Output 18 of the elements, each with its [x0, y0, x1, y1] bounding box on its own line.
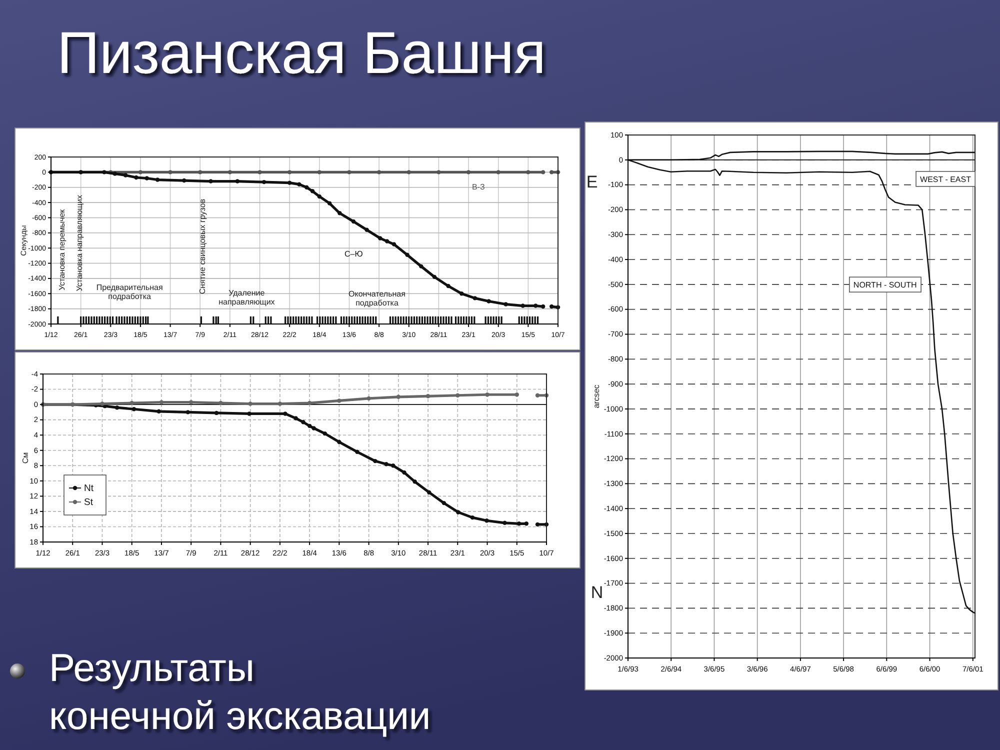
text: Результаты конечной экскавации: [49, 647, 431, 738]
annotation: Окончательная подработка: [348, 289, 406, 308]
text: WEST - EAST: [920, 174, 972, 184]
annotation: Снятие свинцовых грузов: [198, 198, 207, 294]
series-label: В-З: [472, 182, 485, 192]
annotation: Установка направляющих: [74, 195, 84, 292]
annotation: Установка перемычек: [57, 208, 66, 290]
legend-label: Nt: [84, 482, 94, 494]
text: N: [590, 582, 604, 602]
chart-title: Пизанская Башня: [57, 20, 546, 86]
y-axis-title: См: [20, 452, 30, 464]
y-axis-title: arcsec: [592, 384, 600, 408]
annotation: Удаление направляющих: [218, 288, 275, 307]
text: E: [586, 172, 598, 192]
annotation: Предварительная подработка: [96, 282, 163, 302]
legend-label: St: [84, 496, 94, 508]
series-label: NORTH - SOUTH: [853, 280, 918, 290]
text: С–Ю: [344, 248, 363, 258]
